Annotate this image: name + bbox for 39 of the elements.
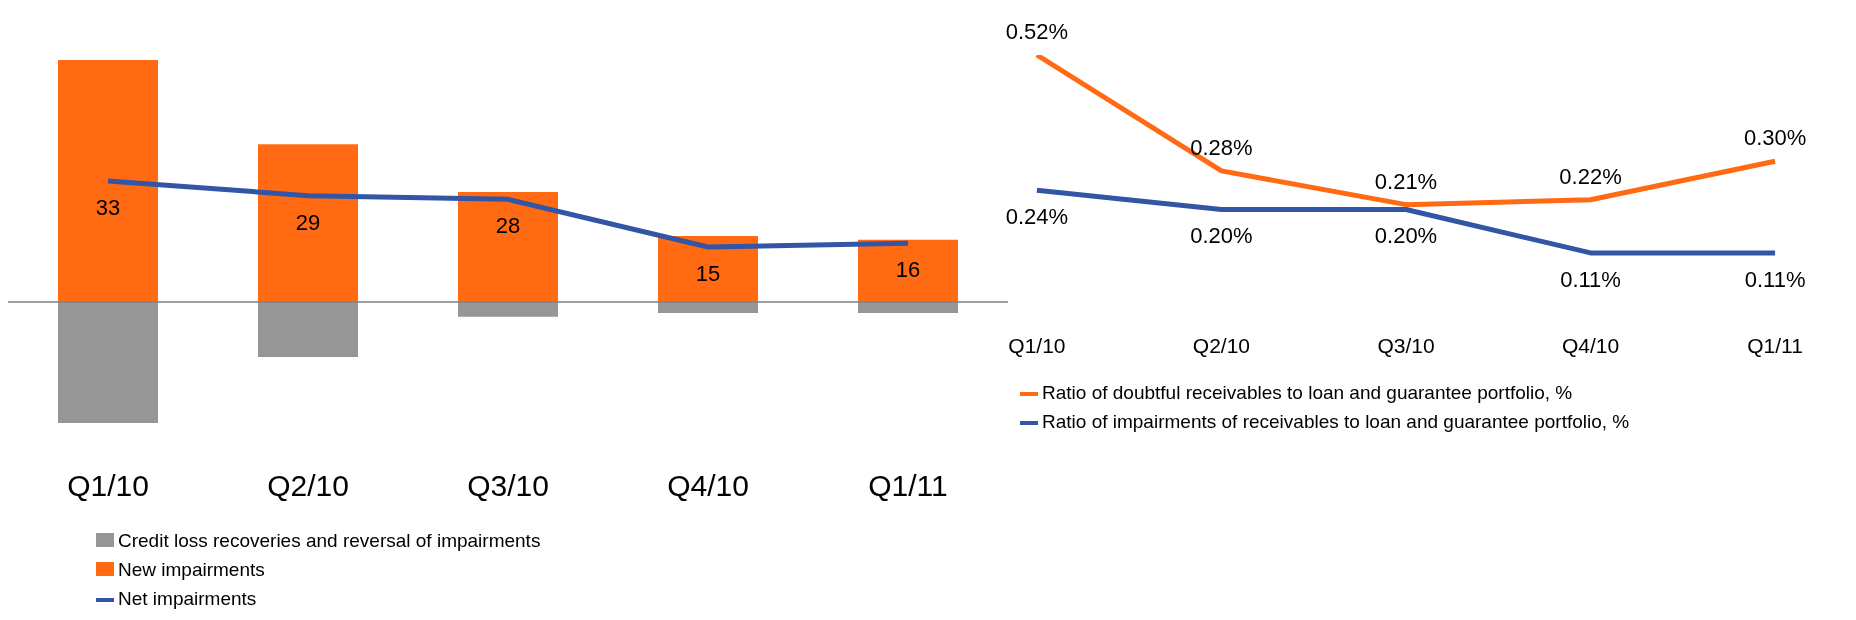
bar: [858, 302, 958, 313]
x-tick-label: Q3/10: [1377, 333, 1435, 357]
data-label: 15: [695, 261, 721, 286]
legend-label: New impairments: [117, 558, 266, 582]
legend-label: Ratio of doubtful receivables to loan and guarantee portfolio, %: [1041, 381, 1574, 405]
data-label: 0.30%: [1743, 125, 1807, 151]
data-label: 0.22%: [1559, 163, 1622, 189]
bar: [58, 60, 158, 302]
bar: [458, 302, 558, 317]
data-label: 16: [895, 257, 921, 283]
data-label: 0.52%: [1005, 19, 1069, 44]
bar: [658, 302, 758, 313]
x-tick-label: Q4/10: [1561, 333, 1620, 357]
data-label: 29: [295, 209, 321, 235]
x-tick-label: Q1/11: [1747, 333, 1803, 357]
legend-label: Credit loss recoveries and reversal of impairments: [117, 529, 542, 553]
x-tick-label: Q2/10: [1192, 333, 1251, 357]
data-label: 0.28%: [1190, 134, 1253, 160]
data-label: 0.11%: [1560, 266, 1621, 292]
legend-label: Net impairments: [117, 587, 258, 611]
data-label: 28: [495, 213, 521, 239]
bar: [58, 302, 158, 423]
data-label: 0.11%: [1744, 266, 1806, 292]
x-tick-label: Q1/10: [67, 469, 149, 503]
data-label: 0.24%: [1005, 204, 1069, 230]
x-tick-label: Q2/10: [267, 469, 349, 503]
x-tick-label: Q3/10: [467, 469, 549, 503]
bar: [858, 239, 958, 302]
data-label: 0.20%: [1190, 223, 1253, 249]
bar: [258, 302, 358, 357]
x-tick-label: Q1/10: [1008, 333, 1066, 357]
legend-label: Ratio of impairments of receivables to loan and guarantee portfolio, %: [1041, 410, 1631, 434]
bar: [258, 144, 358, 302]
data-label: 33: [95, 195, 121, 220]
data-label: 0.21%: [1374, 168, 1438, 194]
data-label: 0.20%: [1374, 223, 1438, 249]
x-tick-label: Q4/10: [667, 469, 749, 503]
x-tick-label: Q1/11: [868, 469, 948, 503]
bar: [458, 192, 558, 302]
